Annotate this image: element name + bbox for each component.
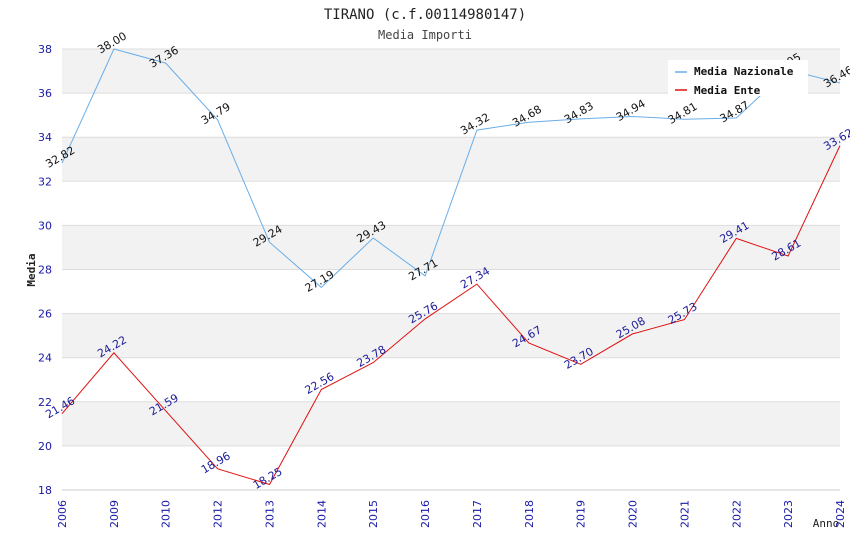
y-tick-label: 36 bbox=[38, 87, 52, 100]
x-tick-label: 2018 bbox=[523, 500, 536, 528]
x-tick-label: 2017 bbox=[471, 500, 484, 528]
y-tick-label: 28 bbox=[38, 264, 52, 277]
x-tick-label: 2014 bbox=[315, 500, 328, 528]
grid-band bbox=[62, 401, 840, 446]
data-label-ente: 18.25 bbox=[251, 465, 285, 492]
x-tick-label: 2021 bbox=[678, 500, 691, 528]
legend-label-nazionale: Media Nazionale bbox=[694, 65, 794, 78]
grid-lines bbox=[62, 48, 840, 491]
grid-band bbox=[62, 137, 840, 182]
data-label-nazionale: 27.19 bbox=[303, 268, 337, 295]
series-line-ente bbox=[61, 145, 841, 486]
data-label-nazionale: 34.87 bbox=[718, 98, 752, 125]
grid-band bbox=[62, 225, 840, 270]
y-tick-label: 32 bbox=[38, 175, 52, 188]
x-tick-label: 2013 bbox=[263, 500, 276, 528]
legend: Media Nazionale Media Ente bbox=[668, 60, 808, 97]
y-tick-label: 38 bbox=[38, 43, 52, 56]
x-tick-label: 2009 bbox=[108, 500, 121, 528]
x-tick-label: 2022 bbox=[730, 500, 743, 528]
y-tick-label: 18 bbox=[38, 484, 52, 497]
series-line-nazionale bbox=[61, 48, 841, 289]
x-axis-label: Anno bbox=[813, 517, 840, 530]
y-tick-label: 20 bbox=[38, 440, 52, 453]
chart-title: TIRANO (c.f.00114980147) bbox=[324, 7, 526, 23]
x-tick-label: 2024 bbox=[834, 500, 847, 528]
grid-band bbox=[62, 313, 840, 358]
series-lines bbox=[61, 48, 841, 486]
y-tick-label: 22 bbox=[38, 396, 52, 409]
x-tick-label: 2010 bbox=[160, 500, 173, 528]
x-axis-ticks: 2006 2009 2010 2012 2013 2014 2015 2016 2017 2018… bbox=[56, 500, 847, 528]
x-tick-label: 2023 bbox=[782, 500, 795, 528]
x-tick-label: 2012 bbox=[212, 500, 225, 528]
x-tick-label: 2016 bbox=[419, 500, 432, 528]
y-tick-label: 26 bbox=[38, 308, 52, 321]
data-label-nazionale: 34.81 bbox=[666, 100, 700, 127]
y-axis-label: Media bbox=[25, 253, 38, 286]
y-tick-label: 24 bbox=[38, 352, 52, 365]
legend-label-ente: Media Ente bbox=[694, 84, 761, 97]
y-tick-label: 34 bbox=[38, 131, 52, 144]
x-tick-label: 2006 bbox=[56, 500, 69, 528]
legend-box bbox=[668, 60, 808, 96]
x-tick-label: 2015 bbox=[367, 500, 380, 528]
grid-bands bbox=[62, 49, 840, 446]
chart-subtitle: Media Importi bbox=[378, 28, 472, 42]
y-axis-ticks: 18 20 22 24 26 28 30 32 34 36 38 bbox=[38, 43, 52, 497]
data-label-nazionale: 34.94 bbox=[614, 97, 648, 124]
x-tick-label: 2020 bbox=[627, 500, 640, 528]
y-tick-label: 30 bbox=[38, 219, 52, 232]
data-label-nazionale: 34.68 bbox=[510, 103, 544, 130]
x-tick-label: 2019 bbox=[575, 500, 588, 528]
data-label-nazionale: 34.83 bbox=[562, 99, 596, 126]
